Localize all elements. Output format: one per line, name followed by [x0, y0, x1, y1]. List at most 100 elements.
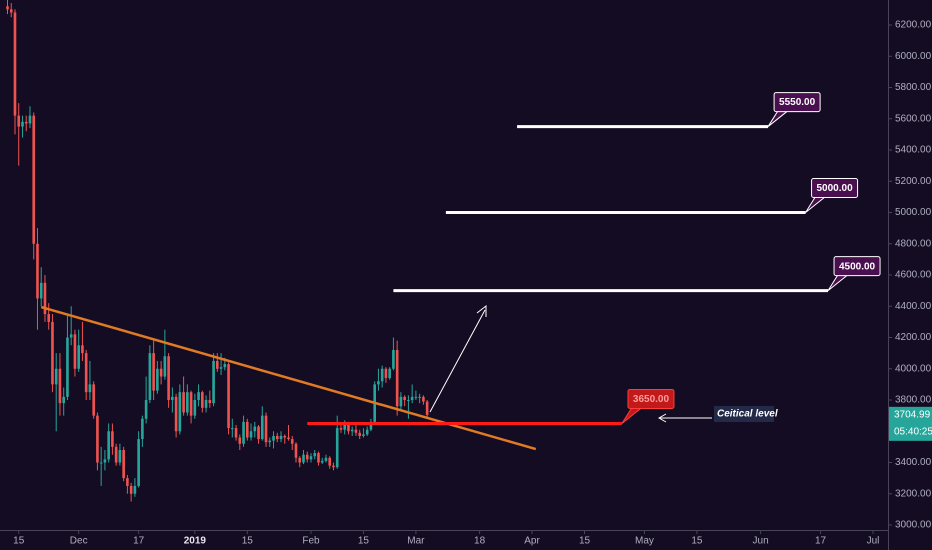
candle-body [167, 356, 170, 400]
candle-body [253, 426, 257, 432]
candle-body [84, 353, 88, 393]
candle-body [129, 485, 133, 494]
candle-body [9, 9, 13, 13]
candle-body [260, 415, 264, 440]
candle-body [6, 6, 9, 10]
candle-body [290, 439, 294, 444]
y-tick-label: 4000.00 [895, 363, 932, 374]
candle-body [21, 121, 24, 127]
x-tick-label: 15 [358, 536, 370, 547]
candle-body [425, 401, 429, 415]
candle-body [189, 392, 193, 416]
y-tick-label: 4600.00 [895, 270, 932, 281]
candle-body [152, 353, 155, 391]
candle-body [144, 400, 148, 419]
candle-body [13, 12, 17, 116]
candle-body [223, 364, 227, 368]
candle-body [335, 428, 339, 468]
candle-body [358, 432, 362, 436]
candle-body [32, 115, 36, 244]
x-tick-label: Jul [867, 536, 880, 547]
candle-body [369, 421, 373, 430]
candle-body [51, 321, 54, 385]
candle-body [380, 368, 384, 382]
candle-body [249, 431, 253, 438]
x-tick-label: 15 [13, 536, 25, 547]
y-tick-label: 3400.00 [895, 457, 932, 468]
level-label: 5550.00 [779, 97, 816, 108]
candle-body [384, 368, 388, 379]
candle-body [272, 435, 275, 441]
candle-body [137, 439, 140, 486]
arrow-head [657, 413, 667, 423]
candle-body [17, 115, 21, 127]
candle-body [305, 454, 309, 460]
note: Ceitical level [717, 409, 778, 420]
candle-body [36, 243, 39, 299]
y-tick-label: 5800.00 [895, 82, 932, 93]
candle-body [410, 396, 414, 400]
candle-body [69, 334, 73, 338]
candle-body [159, 368, 163, 377]
y-tick-label: 4200.00 [895, 332, 932, 343]
candle-body [268, 440, 272, 443]
candle-body [77, 345, 80, 369]
y-tick-label: 6200.00 [895, 20, 932, 31]
candle-body [99, 462, 103, 464]
candle-body [395, 350, 399, 407]
candle-body [148, 353, 152, 400]
candle-body [275, 435, 279, 440]
candle-body [343, 423, 347, 430]
label-box [773, 92, 821, 113]
x-tick-label: 15 [579, 536, 591, 547]
label-box [811, 178, 859, 198]
candle-body [354, 429, 358, 433]
candle-body [377, 381, 380, 385]
candle-body [47, 314, 51, 322]
candle-body [422, 396, 425, 402]
y-tick-label: 3000.00 [895, 520, 932, 531]
candle-body [320, 460, 324, 463]
candle-body [298, 457, 302, 463]
candle-body [350, 429, 354, 432]
trendline [40, 305, 537, 451]
price-tag-label: 3704.99 [894, 409, 931, 420]
candle-body [107, 431, 110, 460]
candle-body [114, 446, 118, 463]
x-tick-label: 18 [474, 536, 486, 547]
candle-body [216, 360, 219, 369]
candle-body [81, 345, 84, 354]
arrow-head [476, 304, 487, 317]
candle-body [347, 423, 350, 432]
candle-body [245, 421, 249, 438]
y-tick-label: 3800.00 [895, 395, 932, 406]
candle-body [339, 428, 343, 430]
y-tick-label: 5600.00 [895, 113, 932, 124]
candle-body [66, 337, 69, 397]
candle-body [103, 459, 107, 463]
candle-body [219, 367, 223, 369]
candle-body [309, 456, 313, 460]
x-tick-label: Apr [524, 536, 540, 547]
candle-body [283, 435, 287, 438]
candle-body [362, 434, 365, 436]
x-tick-label: May [635, 536, 654, 547]
y-tick-label: 5000.00 [895, 207, 932, 218]
candle-body [317, 453, 320, 463]
candle-body [171, 396, 174, 400]
candle-body [111, 431, 114, 447]
price-tag [889, 406, 932, 441]
x-tick-label: 15 [691, 536, 703, 547]
candle-body [212, 360, 215, 404]
candle-body [58, 368, 62, 404]
candle-body [208, 400, 212, 404]
candle-body [403, 396, 406, 400]
x-tick-label: Dec [70, 536, 88, 547]
candle-body [24, 121, 28, 124]
candle-body [174, 396, 178, 432]
x-tick-label: 15 [242, 536, 254, 547]
y-tick-label: 6000.00 [895, 51, 932, 62]
candle-body [193, 400, 197, 416]
candle-body [88, 384, 92, 393]
